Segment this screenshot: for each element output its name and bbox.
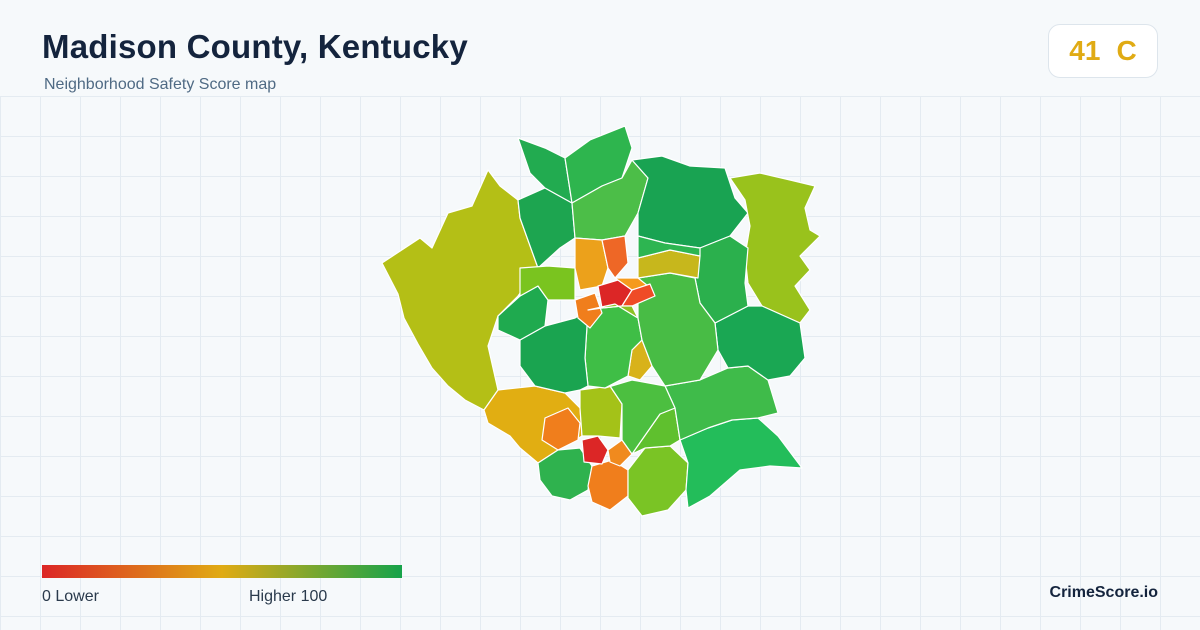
map-region[interactable] (587, 459, 629, 511)
map-region[interactable] (537, 447, 593, 501)
page-title: Madison County, Kentucky (42, 28, 468, 65)
map-region[interactable] (541, 407, 581, 451)
map-region[interactable] (381, 169, 539, 411)
map-region[interactable] (519, 265, 576, 301)
map-region[interactable] (664, 365, 779, 441)
map-region[interactable] (604, 379, 676, 455)
map-region[interactable] (587, 303, 639, 319)
map-region[interactable] (601, 235, 629, 279)
safety-score-badge: 41 C (1048, 24, 1158, 78)
legend-color-scale (42, 565, 402, 578)
score-value: 41 (1069, 35, 1101, 66)
map-region[interactable] (621, 283, 656, 307)
map-region[interactable] (631, 155, 749, 249)
map-region[interactable] (581, 435, 609, 465)
score-grade: C (1116, 35, 1137, 66)
legend-min-label: 0 Lower (42, 588, 99, 605)
county-choropleth-map[interactable] (370, 118, 830, 523)
map-region[interactable] (714, 305, 806, 381)
legend-max-label: Higher 100 (249, 588, 328, 605)
header-background (0, 0, 1200, 96)
map-region[interactable] (627, 445, 689, 517)
brand-logo-text: CrimeScore.io (1049, 584, 1158, 601)
map-region[interactable] (637, 235, 701, 259)
page-subtitle: Neighborhood Safety Score map (44, 76, 277, 93)
